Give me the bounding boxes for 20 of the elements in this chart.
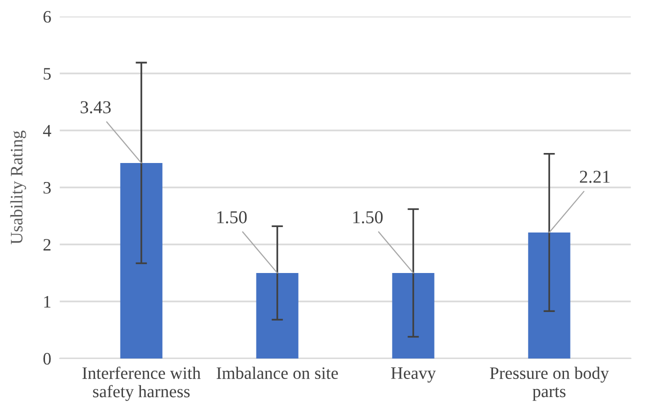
data-label: 1.50 [217,211,247,224]
bar [120,162,162,358]
bar [392,272,434,358]
y-tick-label: 5 [44,68,51,80]
bar [528,232,570,358]
data-label: 3.43 [80,101,111,114]
data-label: 2.21 [580,170,610,183]
y-tick-label: 1 [44,296,50,308]
y-axis-title: Usability Rating [10,130,26,244]
x-tick-label: Imbalance on site [216,366,338,379]
bar [256,272,298,358]
x-tick-label: Pressure on body parts [490,366,609,401]
y-tick-label: 0 [43,352,51,365]
x-tick-label: Heavy [391,367,436,383]
y-tick-label: 4 [43,125,52,136]
x-tick-label: Interference with safety harness [82,366,201,401]
y-tick-label: 2 [44,238,50,250]
y-tick-label: 6 [43,11,51,23]
y-tick-label: 3 [44,182,51,194]
data-label: 1.50 [353,211,383,224]
